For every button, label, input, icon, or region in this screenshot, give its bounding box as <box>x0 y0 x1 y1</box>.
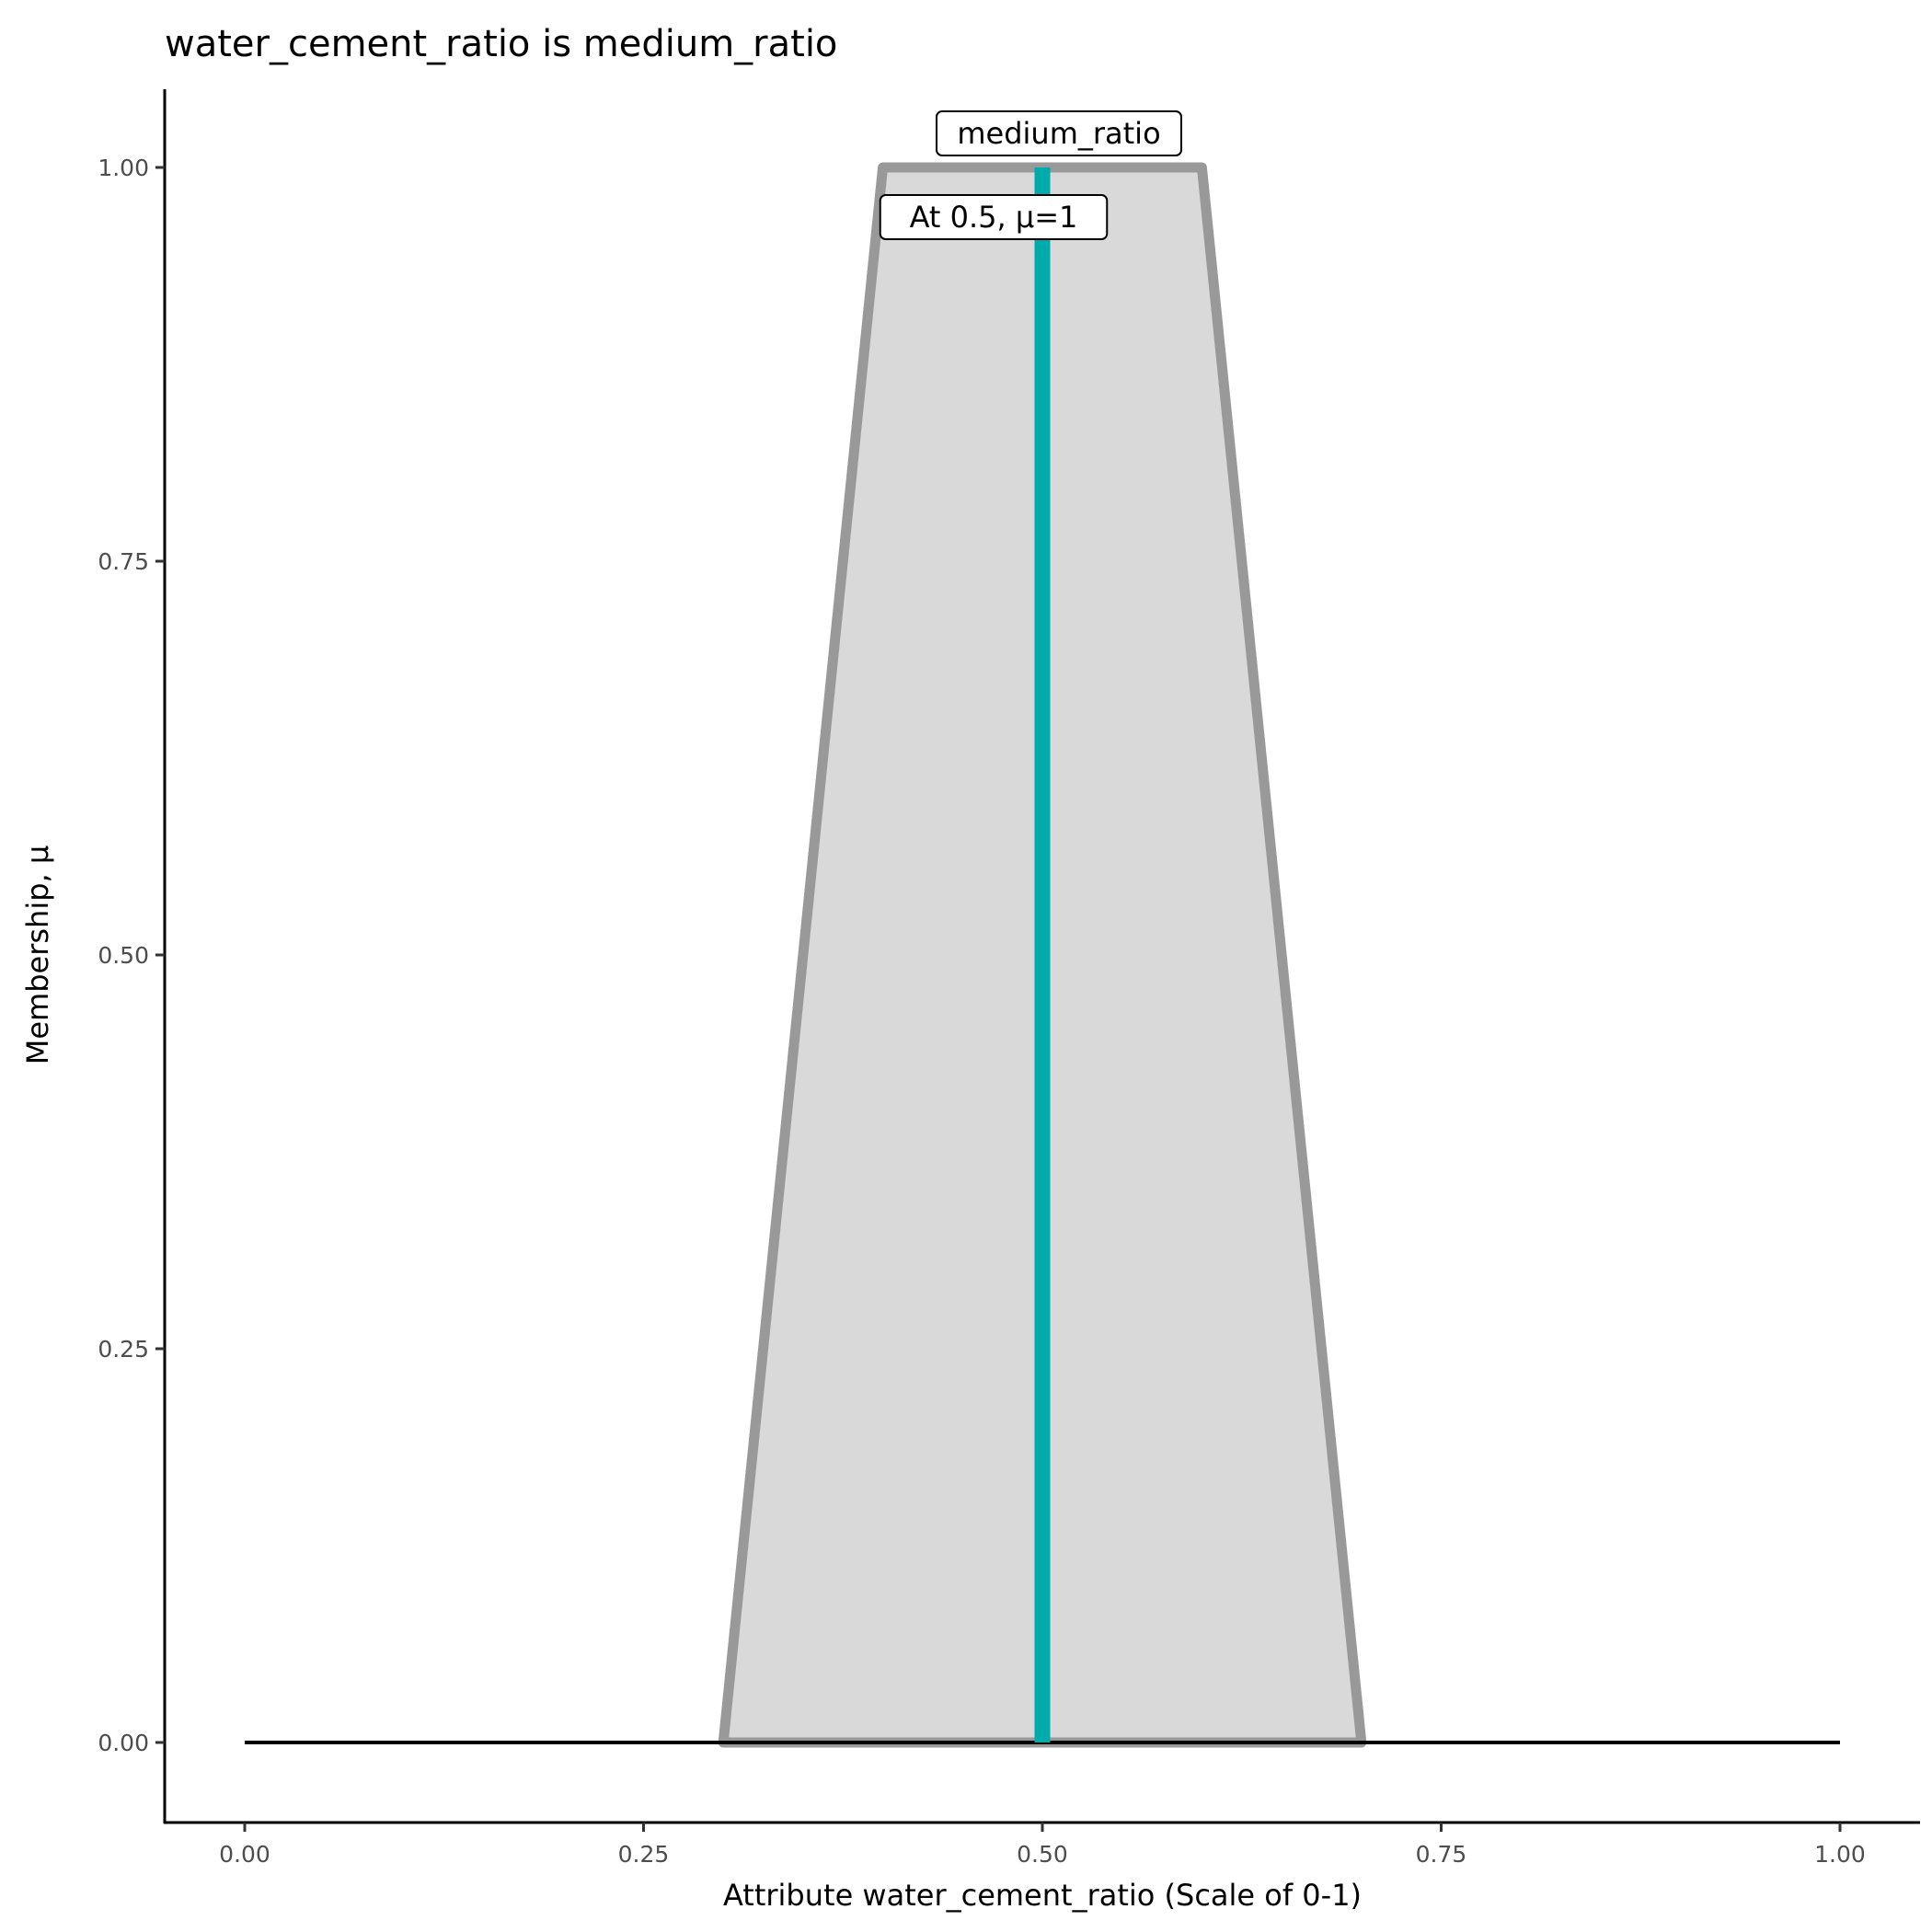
x-tick-label: 0.00 <box>219 1841 270 1868</box>
curve-label-box <box>936 110 1182 156</box>
x-axis-label: Attribute water_cement_ratio (Scale of 0… <box>723 1878 1362 1913</box>
curve-label-group: medium_ratio <box>936 110 1182 156</box>
x-tick-label: 0.25 <box>618 1841 670 1868</box>
chart-title: water_cement_ratio is medium_ratio <box>165 23 837 65</box>
x-tick-label: 0.50 <box>1017 1841 1068 1868</box>
y-tick-label: 0.50 <box>98 942 149 969</box>
x-tick-label: 1.00 <box>1814 1841 1866 1868</box>
marker-label-group: At 0.5, μ=1 <box>879 194 1109 240</box>
y-axis-label: Membership, μ <box>20 845 55 1064</box>
y-tick-label: 0.25 <box>98 1336 149 1363</box>
x-tick-label: 0.75 <box>1416 1841 1467 1868</box>
y-tick-label: 0.00 <box>98 1730 149 1756</box>
marker-label: At 0.5, μ=1 <box>910 200 1078 235</box>
marker-label-box <box>879 194 1109 240</box>
y-tick-label: 0.75 <box>98 548 149 575</box>
curve-label: medium_ratio <box>957 116 1160 151</box>
y-tick-label: 1.00 <box>98 155 149 181</box>
